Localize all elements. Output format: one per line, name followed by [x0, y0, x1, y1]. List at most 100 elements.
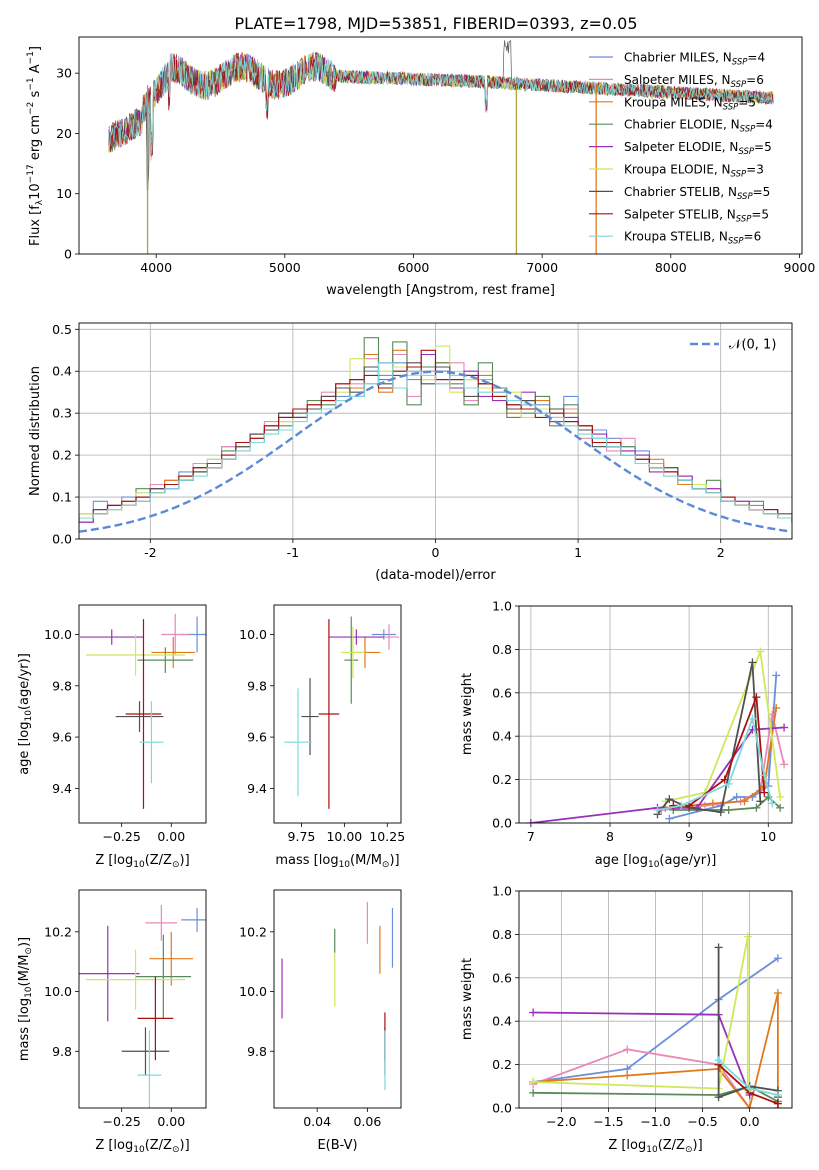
mass-vs-Z-panel-spines	[78, 889, 207, 1109]
histogram-series	[79, 362, 792, 523]
legend-entry: Kroupa ELODIE, NSSP=3	[624, 163, 764, 180]
spectrum-ylabel-part: 10	[28, 183, 43, 200]
spectrum-panel-xtick-label: 5000	[269, 260, 301, 275]
legend-model-name: Kroupa MILES, N	[624, 95, 723, 109]
mass-weight-vs-Z-panel-xtick-label: −2.0	[546, 1114, 576, 1129]
age-vs-Z-panel-ytick-label: 10.0	[44, 627, 72, 642]
legend-subscript: SSP	[740, 125, 756, 135]
age-vs-mass-panel: 9.75 10.00 10.25 9.4 9.6 9.8 10.0 mass [log10(M…	[239, 604, 405, 870]
spectrum-ylabel: Flux [fλ10−17 erg cm−2 s−1 A−1]	[26, 46, 45, 246]
histogram-series	[79, 345, 792, 523]
legend-subscript: SSP	[736, 214, 752, 224]
spectrum-panel-xtick-label: 6000	[398, 260, 430, 275]
histogram-panel-ytick-label: 0.5	[52, 322, 72, 337]
legend-entry: Salpeter ELODIE, NSSP=5	[624, 140, 772, 157]
mass-weight-vs-Z-xlabel-part: ⊙	[685, 1145, 693, 1155]
age-vs-mass-panel-ytick-label: 10.0	[239, 627, 267, 642]
legend-n: 5	[764, 140, 772, 154]
histogram-panel-frame: -2 -1 0 1 2 0.0 0.1 0.2 0.3 0.4 0.5 𝒩(0, 1) (data-mo…	[28, 322, 793, 583]
mass-vs-Z-xlabel-part: 10	[133, 1145, 145, 1155]
normal-curve	[79, 370, 790, 533]
age-vs-mass-xlabel-part: mass [log	[275, 853, 338, 868]
mass-weight-vs-Z-xlabel-part: (Z/Z	[658, 1138, 685, 1153]
legend-eq: =	[744, 230, 754, 244]
weight-series	[656, 662, 762, 815]
mass-vs-Z-ylabel: mass [log10(M/M⊙)]	[17, 937, 34, 1061]
mass-weight-vs-age-panel-ytick-label: 0.8	[492, 642, 512, 657]
weight-series	[657, 715, 774, 811]
mass-weight-vs-Z-panel-plot-area	[529, 932, 782, 1108]
mass-weight-vs-age-ylabel: mass weight	[460, 673, 475, 755]
mass-vs-EBV-panel-ytick-label: 10.2	[239, 924, 267, 939]
mass-vs-EBV-panel-plot-area	[281, 901, 394, 1091]
histogram-series	[79, 349, 792, 523]
spectrum-panel-spines	[78, 36, 803, 255]
mass-vs-Z-panel-plot-area	[79, 904, 206, 1108]
spectrum-panel: 4000 5000 6000 7000 8000 9000 0 10 20 30 wavelengt…	[26, 36, 815, 298]
mass-vs-EBV-panel-ytick-label: 10.0	[239, 984, 267, 999]
age-vs-Z-xlabel: Z [log10(Z/Z⊙)]	[95, 853, 189, 870]
legend-n: 5	[763, 185, 771, 199]
mass-vs-EBV-panel-ytick-label: 9.8	[247, 1044, 267, 1059]
mass-weight-vs-Z-xlabel-part: )]	[693, 1138, 703, 1153]
mass-weight-vs-age-panel-ytick-label: 0.6	[492, 685, 512, 700]
legend-subscript: SSP	[731, 170, 747, 180]
histogram-panel-ytick-label: 0.2	[52, 448, 72, 463]
age-vs-Z-panel-ytick-label: 9.8	[52, 678, 72, 693]
mass-weight-vs-age-xlabel-part: 10	[648, 860, 660, 870]
legend-n: 6	[754, 230, 762, 244]
legend-model-name: Chabrier STELIB, N	[624, 185, 737, 199]
spectrum-ylabel-part: ]	[28, 46, 43, 51]
mass-weight-vs-Z-panel-ytick-label: 0.2	[492, 1057, 512, 1072]
age-vs-mass-panel-frame: 9.75 10.00 10.25 9.4 9.6 9.8 10.0 mass [log10(M…	[239, 604, 405, 870]
legend-eq: =	[746, 73, 756, 87]
spectrum-panel-frame: 4000 5000 6000 7000 8000 9000 0 10 20 30 wavelengt…	[26, 36, 815, 298]
legend-eq: =	[753, 185, 763, 199]
legend-model-name: Chabrier ELODIE, N	[624, 118, 740, 132]
age-vs-Z-xlabel-part: )]	[180, 853, 190, 868]
age-vs-Z-panel-ytick-label: 9.4	[52, 781, 72, 796]
age-vs-Z-panel-plot-area	[79, 613, 206, 809]
mass-weight-vs-Z-ylabel: mass weight	[460, 958, 475, 1040]
histogram-panel-plot-area	[79, 337, 792, 533]
histogram-panel-xtick-label: 1	[574, 545, 582, 560]
histogram-series	[79, 353, 792, 523]
mass-vs-Z-xlabel-part: ⊙	[172, 1145, 180, 1155]
legend-eq: =	[755, 118, 765, 132]
age-vs-mass-panel-ytick-label: 9.6	[247, 730, 267, 745]
legend-entry: Chabrier ELODIE, NSSP=4	[624, 118, 773, 135]
age-vs-Z-ylabel-part: age [log	[17, 722, 32, 775]
mass-vs-Z-xlabel: Z [log10(Z/Z⊙)]	[95, 1138, 189, 1155]
spectrum-panel-xtick-label: 4000	[140, 260, 172, 275]
mass-weight-vs-Z-panel-grid	[519, 890, 792, 1109]
age-vs-mass-panel-xtick-label: 9.75	[288, 829, 316, 844]
legend-subscript: SSP	[723, 102, 739, 112]
histogram-panel-ytick-label: 0.3	[52, 406, 72, 421]
mass-vs-Z-xlabel-part: (Z/Z	[145, 1138, 172, 1153]
age-vs-mass-panel-spines	[273, 604, 402, 824]
age-vs-Z-ylabel-part: (age/yr)]	[17, 653, 32, 710]
histogram-panel-ytick-label: 0.0	[52, 532, 72, 547]
age-vs-Z-xlabel-part: ⊙	[172, 860, 180, 870]
legend-n: 5	[748, 95, 756, 109]
mass-weight-vs-Z-panel-ytick-label: 1.0	[492, 884, 512, 899]
legend-model-name: Salpeter STELIB, N	[624, 207, 736, 221]
mass-vs-Z-panel-xtick-label: 0.00	[157, 1114, 185, 1129]
legend-subscript: SSP	[732, 58, 748, 68]
legend-eq: =	[747, 51, 757, 65]
histogram-panel-ytick-label: 0.4	[52, 364, 72, 379]
legend-entry: Kroupa STELIB, NSSP=6	[624, 230, 761, 247]
weight-series	[533, 992, 779, 1108]
weight-series	[533, 936, 749, 1091]
mass-weight-vs-age-panel-xtick-label: 8	[606, 829, 614, 844]
spectrum-ylabel-part: Flux [f	[28, 205, 43, 246]
mass-weight-vs-age-panel-xtick-label: 9	[685, 829, 693, 844]
histogram-ylabel: Normed distribution	[28, 366, 43, 496]
mass-weight-vs-Z-xlabel-part: 10	[646, 1145, 658, 1155]
mass-vs-EBV-panel-xtick-label: 0.04	[303, 1114, 331, 1129]
mass-weight-vs-Z-panel-ytick-label: 0.4	[492, 1014, 512, 1029]
histogram-panel: -2 -1 0 1 2 0.0 0.1 0.2 0.3 0.4 0.5 𝒩(0, 1) (data-mo…	[28, 322, 793, 583]
spectrum-panel-ytick-label: 0	[64, 247, 72, 262]
legend-n: 4	[757, 51, 765, 65]
